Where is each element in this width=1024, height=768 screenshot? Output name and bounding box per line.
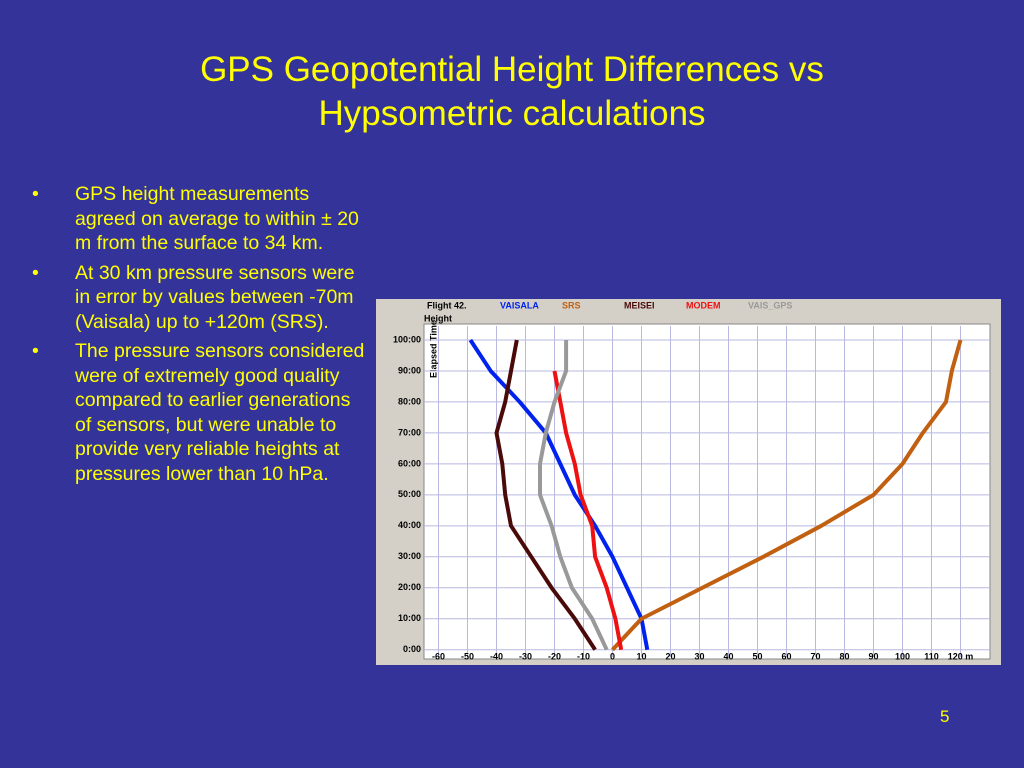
x-tick-label: -20	[548, 651, 561, 661]
title-line: GPS Geopotential Height Differences vs	[200, 50, 824, 89]
x-tick-label: 50	[752, 651, 762, 661]
y-sublabel: Elapsed Time	[428, 320, 438, 378]
x-tick-label: 40	[723, 651, 733, 661]
legend-entry: MEISEI	[624, 300, 655, 310]
legend-entry: SRS	[562, 300, 581, 310]
x-tick-label: 90	[868, 651, 878, 661]
x-tick-label: -30	[519, 651, 532, 661]
series-line	[552, 370, 624, 651]
x-tick-label: 0	[610, 651, 615, 661]
x-tick-label: -50	[461, 651, 474, 661]
y-tick-label: 10:00	[398, 613, 421, 623]
bullet-list: GPS height measurements agreed on averag…	[30, 182, 365, 491]
x-tick-label: 20	[665, 651, 675, 661]
title-line: Hypsometric calculations	[318, 94, 706, 133]
legend-entry: MODEM	[686, 300, 721, 310]
x-tick-label: 120 m	[948, 651, 974, 661]
y-tick-label: 60:00	[398, 458, 421, 468]
y-tick-label: 80:00	[398, 396, 421, 406]
x-tick-label: -10	[577, 651, 590, 661]
y-tick-label: 100:00	[393, 334, 421, 344]
x-tick-label: 100	[895, 651, 910, 661]
x-tick-label: 80	[839, 651, 849, 661]
plot-area	[423, 323, 991, 660]
legend-entry: VAISALA	[500, 300, 539, 310]
bullet: At 30 km pressure sensors were in error …	[30, 261, 365, 335]
x-tick-label: -60	[432, 651, 445, 661]
chart: Flight 42. Height Elapsed Time -60 -50 -40…	[376, 299, 1001, 665]
x-tick-label: 70	[810, 651, 820, 661]
y-tick-label: 30:00	[398, 551, 421, 561]
legend-entry: VAIS_GPS	[748, 300, 792, 310]
x-tick-label: 10	[636, 651, 646, 661]
series-line	[538, 339, 609, 651]
bullet: The pressure sensors considered were of …	[30, 339, 365, 486]
x-tick-label: 30	[694, 651, 704, 661]
series-line	[494, 339, 597, 651]
x-tick-label: 60	[781, 651, 791, 661]
y-tick-label: 90:00	[398, 365, 421, 375]
x-tick-label: 110	[924, 651, 939, 661]
y-tick-label: 70:00	[398, 427, 421, 437]
y-tick-label: 40:00	[398, 520, 421, 530]
series-line	[468, 338, 650, 651]
series-line	[611, 339, 963, 652]
y-tick-label: 0:00	[403, 644, 421, 654]
y-tick-label: 20:00	[398, 582, 421, 592]
page-number: 5	[940, 707, 950, 726]
x-tick-label: -40	[490, 651, 503, 661]
chart-title: Flight 42.	[427, 300, 467, 310]
slide-title: GPS Geopotential Height Differences vs H…	[60, 48, 964, 136]
y-tick-label: 50:00	[398, 489, 421, 499]
y-label: Height	[424, 313, 452, 323]
bullet: GPS height measurements agreed on averag…	[30, 182, 365, 256]
